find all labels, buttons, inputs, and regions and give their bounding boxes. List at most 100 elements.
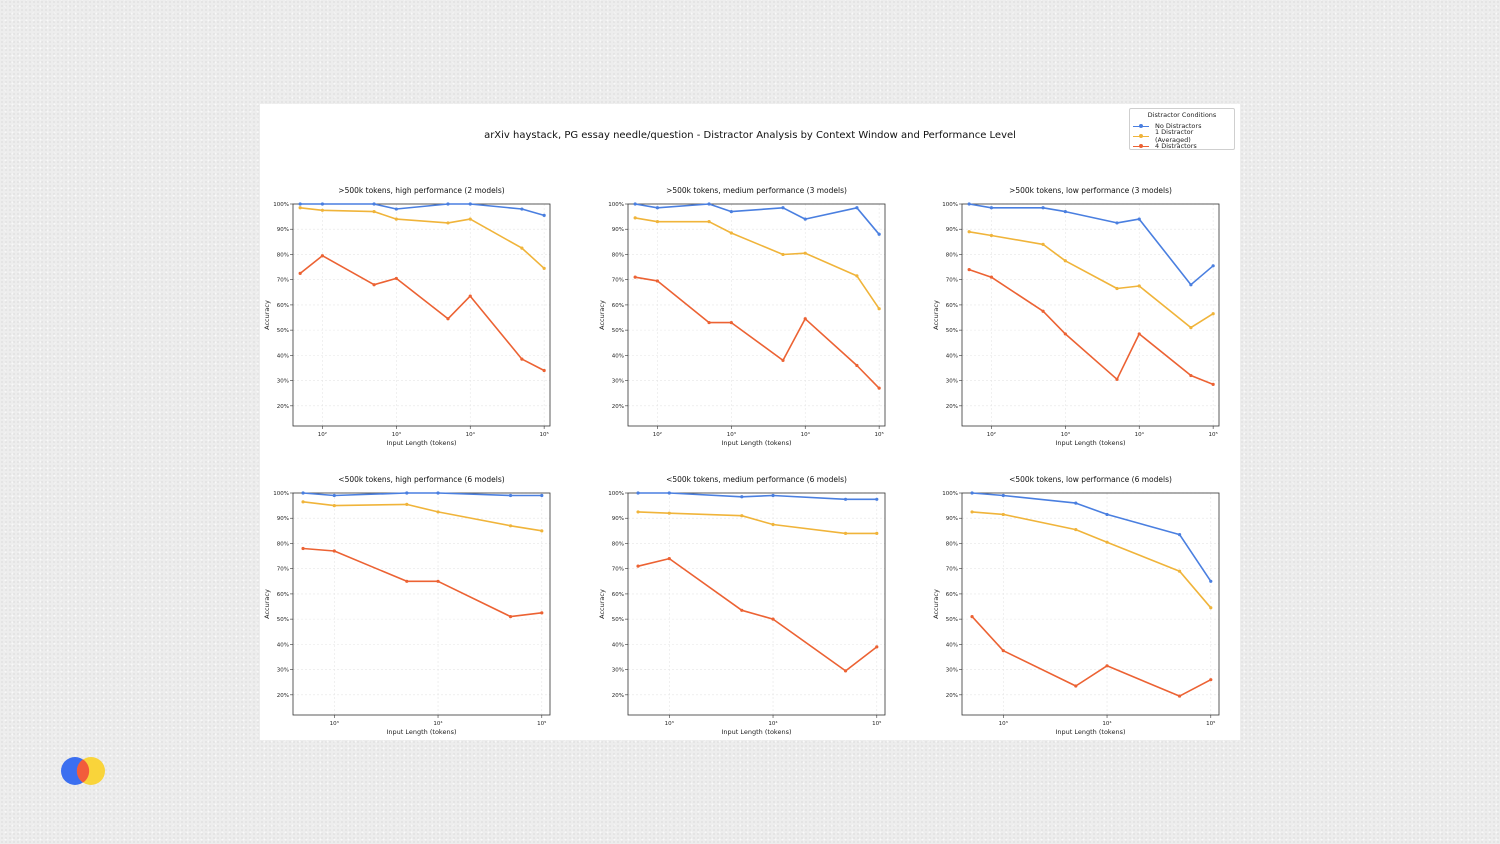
y-tick-label: 60% [612, 303, 624, 309]
data-point [803, 317, 807, 321]
chart-title: >500k tokens, medium performance (3 mode… [666, 186, 847, 195]
data-point [729, 209, 733, 214]
data-point [405, 491, 409, 495]
chart-title: >500k tokens, high performance (2 models… [338, 186, 504, 195]
y-tick-label: 50% [612, 617, 624, 623]
x-tick-label: 10³ [727, 431, 736, 438]
data-point [729, 320, 733, 325]
data-point [394, 207, 398, 211]
series-line [972, 492, 1212, 582]
data-point [1074, 501, 1078, 505]
data-point [667, 511, 671, 515]
y-tick-label: 90% [277, 516, 289, 522]
chart-panel: <500k tokens, medium performance (6 mode… [598, 475, 886, 736]
data-point [301, 491, 305, 495]
data-point [875, 531, 879, 535]
data-point [468, 217, 472, 221]
data-point [372, 209, 376, 214]
data-point [1041, 242, 1045, 246]
data-point [989, 275, 994, 279]
data-point [394, 276, 398, 281]
series-line [638, 492, 877, 501]
data-point [875, 497, 879, 501]
brand-logo-icon [61, 757, 105, 785]
plot-frame [627, 492, 886, 716]
y-tick-label: 80% [946, 252, 958, 258]
x-tick-label: 10⁴ [433, 720, 443, 727]
data-point [1105, 512, 1109, 517]
data-point [540, 529, 544, 533]
data-point [298, 271, 302, 275]
data-point [1041, 309, 1045, 313]
data-point [405, 502, 409, 506]
y-tick-label: 60% [277, 592, 289, 598]
x-tick-label: 10⁵ [537, 720, 546, 727]
y-tick-label: 20% [612, 693, 624, 699]
legend-item-no-distractors: No Distractors [1133, 121, 1231, 131]
x-axis-label: Input Length (tokens) [1055, 728, 1125, 736]
y-tick-label: 100% [608, 491, 624, 497]
plot-frame [627, 203, 886, 427]
data-point [372, 202, 376, 206]
y-axis-label: Accuracy [932, 300, 940, 330]
data-point [446, 317, 450, 321]
chart-panel: >500k tokens, low performance (3 models)… [932, 186, 1220, 447]
data-point [803, 217, 807, 221]
data-point [707, 202, 711, 206]
data-point [843, 669, 848, 673]
data-point [707, 220, 711, 224]
y-tick-label: 50% [946, 328, 958, 334]
data-point [1177, 533, 1182, 537]
data-point [520, 246, 524, 250]
data-point [298, 206, 302, 210]
data-point [1063, 259, 1067, 263]
data-point [967, 202, 971, 206]
x-axis-label: Input Length (tokens) [1055, 439, 1125, 447]
legend-item-one-distractor: 1 Distractor (Averaged) [1133, 128, 1231, 144]
y-tick-label: 80% [946, 541, 958, 547]
data-point [1189, 283, 1193, 287]
y-tick-label: 30% [612, 668, 624, 674]
y-tick-label: 80% [277, 541, 289, 547]
data-point [405, 579, 409, 583]
data-point [542, 266, 546, 270]
data-point [771, 493, 775, 498]
data-point [1177, 569, 1182, 573]
data-point [394, 217, 398, 221]
data-point [1137, 332, 1141, 336]
data-point [520, 357, 524, 361]
y-tick-label: 90% [612, 227, 624, 233]
y-tick-label: 40% [612, 353, 624, 359]
y-tick-label: 30% [946, 668, 958, 674]
y-tick-label: 70% [612, 278, 624, 284]
data-point [740, 608, 744, 612]
x-tick-label: 10³ [392, 431, 401, 438]
data-point [320, 202, 325, 206]
chart-title: >500k tokens, low performance (3 models) [1009, 186, 1172, 195]
y-tick-label: 100% [273, 491, 289, 497]
data-point [1001, 493, 1005, 498]
data-point [967, 267, 971, 272]
y-tick-label: 40% [946, 642, 958, 648]
legend-label: 1 Distractor (Averaged) [1154, 128, 1194, 144]
legend: Distractor Conditions No Distractors 1 D… [1129, 108, 1235, 150]
data-point [843, 531, 848, 535]
data-point [970, 510, 974, 514]
data-point [771, 522, 775, 527]
data-point [540, 611, 544, 615]
x-axis-label: Input Length (tokens) [721, 439, 791, 447]
data-point [468, 294, 472, 298]
y-tick-label: 50% [946, 617, 958, 623]
y-tick-label: 60% [612, 592, 624, 598]
data-point [320, 208, 325, 212]
data-point [436, 579, 440, 583]
data-point [989, 206, 994, 210]
data-point [855, 206, 859, 210]
data-point [540, 493, 544, 498]
y-axis-label: Accuracy [598, 589, 606, 619]
y-tick-label: 90% [612, 516, 624, 522]
legend-swatch-yellow [1133, 133, 1149, 139]
data-point [803, 251, 807, 255]
data-point [781, 252, 785, 257]
y-tick-label: 100% [942, 491, 958, 497]
